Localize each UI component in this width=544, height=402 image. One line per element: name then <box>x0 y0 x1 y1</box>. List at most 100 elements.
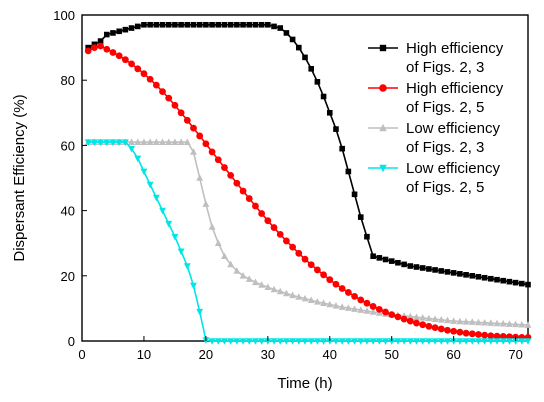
data-point <box>140 168 148 176</box>
data-point <box>177 248 185 256</box>
legend-label: of Figs. 2, 3 <box>406 139 484 156</box>
data-point <box>506 278 513 285</box>
data-point <box>252 21 259 28</box>
data-point <box>456 328 464 336</box>
data-point <box>165 138 173 145</box>
data-point <box>183 116 191 124</box>
data-point <box>183 138 191 145</box>
data-point <box>450 338 458 345</box>
data-point <box>190 21 197 28</box>
legend-swatch-marker <box>379 123 387 132</box>
data-point <box>413 313 420 321</box>
data-point <box>518 320 526 328</box>
data-point <box>326 276 334 284</box>
data-point <box>84 139 92 146</box>
data-point <box>406 338 414 345</box>
data-point <box>394 338 402 345</box>
data-point <box>395 259 401 266</box>
data-point <box>146 138 154 145</box>
data-point <box>419 265 426 271</box>
data-point <box>332 338 340 345</box>
data-point <box>302 54 308 61</box>
data-point <box>500 277 507 284</box>
data-point <box>196 308 204 316</box>
data-point <box>214 239 222 246</box>
data-point <box>283 289 290 297</box>
data-point <box>431 338 439 345</box>
data-point <box>481 274 488 281</box>
data-point <box>481 338 489 345</box>
data-point <box>252 278 259 286</box>
data-point <box>177 138 185 145</box>
data-point <box>382 256 389 263</box>
data-point <box>475 331 482 338</box>
data-point <box>152 81 160 89</box>
data-point <box>208 338 216 345</box>
data-point <box>152 138 160 145</box>
data-point <box>141 21 147 28</box>
data-point <box>196 174 204 181</box>
data-point <box>264 338 272 345</box>
data-point <box>172 21 178 28</box>
data-point <box>90 139 98 146</box>
data-point <box>283 237 290 245</box>
data-point <box>481 318 489 326</box>
legend-label: of Figs. 2, 3 <box>406 59 484 76</box>
data-point <box>109 49 117 56</box>
data-point <box>276 230 284 238</box>
data-point <box>444 338 451 345</box>
data-point <box>115 52 123 60</box>
data-point <box>432 267 438 273</box>
data-point <box>493 332 501 340</box>
data-point <box>338 285 346 292</box>
legend-label: of Figs. 2, 5 <box>406 99 484 116</box>
data-point <box>134 138 142 145</box>
x-axis-title: Time (h) <box>277 375 332 392</box>
data-point <box>84 47 92 55</box>
data-point <box>524 321 532 328</box>
data-point <box>159 88 166 96</box>
data-point <box>258 21 265 28</box>
data-point <box>487 338 495 345</box>
data-point <box>457 271 463 277</box>
data-point <box>364 233 370 240</box>
data-point <box>295 293 303 300</box>
data-point <box>425 314 433 322</box>
data-point <box>351 305 358 312</box>
data-point <box>245 338 253 345</box>
data-point <box>519 280 525 287</box>
data-point <box>239 338 247 345</box>
data-point <box>246 21 253 28</box>
data-point <box>425 322 433 330</box>
data-point <box>270 338 278 345</box>
data-point <box>221 252 228 260</box>
series-layer <box>84 21 532 345</box>
legend-swatch-marker <box>379 84 387 92</box>
data-point <box>357 306 365 313</box>
data-point <box>388 338 396 345</box>
data-point <box>115 139 123 146</box>
data-point <box>339 145 345 152</box>
data-point <box>116 28 122 35</box>
data-point <box>245 275 253 282</box>
data-point <box>313 338 321 345</box>
data-point <box>344 304 352 311</box>
data-point <box>289 36 296 43</box>
data-point <box>388 258 395 264</box>
x-tick-label: 10 <box>137 347 151 362</box>
data-point <box>221 21 228 28</box>
data-point <box>265 21 271 28</box>
data-point <box>487 319 495 326</box>
legend-item: High efficiency of Figs. 2, 5 <box>368 80 504 116</box>
data-point <box>401 261 407 268</box>
data-point <box>283 30 290 36</box>
data-point <box>103 45 111 53</box>
data-point <box>400 315 408 323</box>
data-point <box>202 140 210 148</box>
data-point <box>209 21 215 28</box>
data-point <box>375 305 383 313</box>
data-point <box>320 271 327 279</box>
data-point <box>357 338 365 345</box>
legend-item: High efficiency of Figs. 2, 3 <box>368 40 504 76</box>
data-point <box>406 317 414 325</box>
